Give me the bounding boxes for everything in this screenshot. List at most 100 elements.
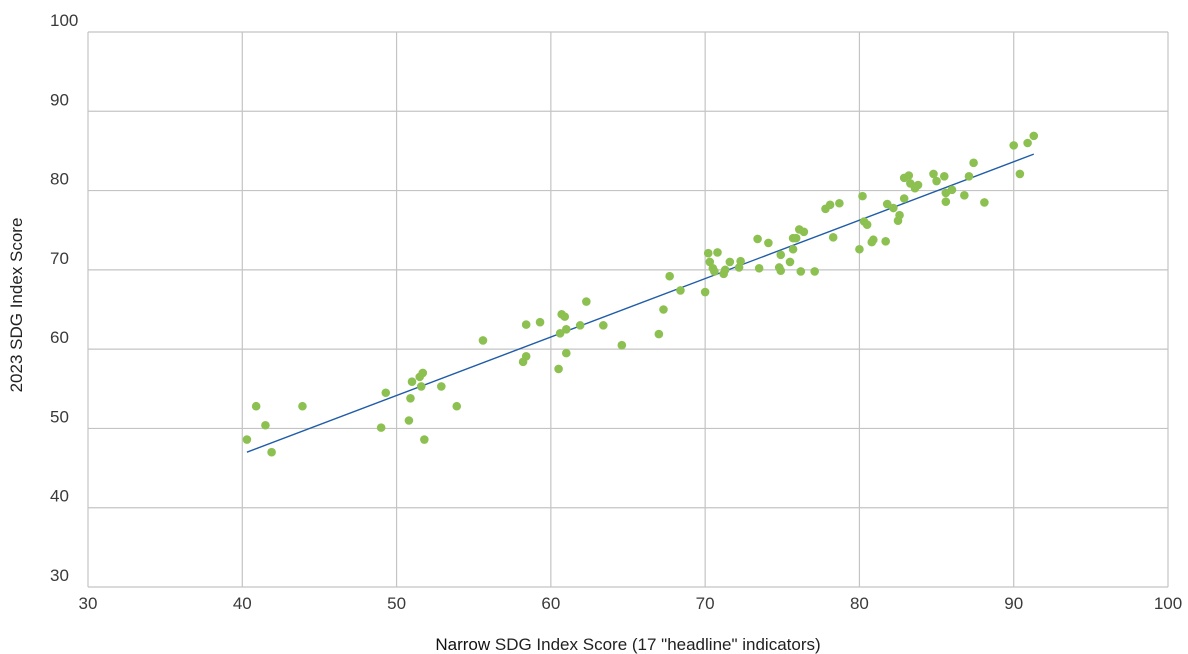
data-point-62 bbox=[825, 200, 835, 210]
x-tick-label-40: 40 bbox=[233, 594, 252, 613]
data-point-53 bbox=[785, 257, 795, 267]
data-point-22 bbox=[554, 364, 563, 374]
grid-lines bbox=[87, 31, 1169, 588]
data-point-23 bbox=[555, 328, 565, 338]
data-point-58 bbox=[796, 267, 806, 276]
data-point-2 bbox=[251, 401, 261, 411]
y-tick-label-100: 100 bbox=[50, 11, 78, 30]
data-points bbox=[242, 131, 1039, 457]
data-point-19 bbox=[521, 320, 531, 329]
data-point-94 bbox=[1023, 138, 1032, 148]
data-point-41 bbox=[713, 248, 722, 257]
data-point-65 bbox=[855, 244, 864, 254]
y-axis-title: 2023 SDG Index Score bbox=[7, 218, 26, 393]
data-point-26 bbox=[561, 348, 571, 358]
data-point-13 bbox=[416, 382, 426, 391]
x-tick-label-30: 30 bbox=[79, 594, 98, 613]
data-point-68 bbox=[862, 220, 872, 229]
data-point-34 bbox=[665, 271, 674, 281]
data-point-7 bbox=[381, 388, 391, 398]
data-point-63 bbox=[828, 233, 838, 242]
data-point-36 bbox=[700, 287, 710, 297]
data-point-17 bbox=[478, 336, 488, 345]
trendline bbox=[246, 153, 1035, 453]
data-point-70 bbox=[869, 235, 878, 245]
data-point-12 bbox=[418, 368, 428, 378]
x-tick-label-60: 60 bbox=[541, 594, 560, 613]
data-point-32 bbox=[654, 329, 664, 339]
data-point-92 bbox=[1009, 141, 1019, 150]
data-point-48 bbox=[754, 263, 764, 273]
data-point-27 bbox=[561, 325, 571, 334]
data-point-43 bbox=[720, 265, 730, 275]
data-point-72 bbox=[882, 199, 892, 209]
data-point-89 bbox=[964, 172, 974, 181]
data-point-15 bbox=[437, 382, 446, 391]
data-point-60 bbox=[810, 267, 819, 276]
y-tick-label-50: 50 bbox=[50, 407, 69, 426]
data-point-30 bbox=[599, 321, 608, 330]
data-point-3 bbox=[261, 420, 270, 430]
data-point-88 bbox=[960, 191, 969, 200]
x-axis-title-lead: Narrow bbox=[435, 635, 491, 654]
data-point-16 bbox=[452, 401, 462, 411]
y-tick-label-40: 40 bbox=[50, 487, 69, 506]
trendline-group bbox=[246, 153, 1035, 453]
data-point-35 bbox=[676, 286, 685, 295]
data-point-37 bbox=[703, 248, 713, 258]
data-point-82 bbox=[929, 169, 938, 179]
y-tick-label-90: 90 bbox=[50, 90, 69, 109]
data-point-66 bbox=[858, 191, 867, 201]
data-point-33 bbox=[659, 305, 668, 314]
data-point-29 bbox=[582, 297, 591, 306]
x-tick-label-90: 90 bbox=[1004, 594, 1023, 613]
data-point-87 bbox=[947, 185, 957, 195]
data-point-5 bbox=[298, 401, 307, 411]
data-point-49 bbox=[764, 238, 773, 248]
data-point-4 bbox=[267, 447, 276, 457]
data-point-31 bbox=[617, 340, 627, 350]
tick-labels: 30 40 50 60 70 80 90 100 30 40 50 60 70 80 90 100 bbox=[50, 11, 1182, 613]
data-point-73 bbox=[889, 203, 898, 213]
data-point-83 bbox=[932, 176, 941, 186]
data-point-84 bbox=[939, 172, 949, 181]
data-point-78 bbox=[904, 171, 914, 180]
x-axis-title: Narrow SDG Index Score (17 "headline" in… bbox=[435, 635, 820, 654]
data-point-21 bbox=[535, 317, 545, 327]
data-point-52 bbox=[776, 266, 786, 275]
data-point-85 bbox=[941, 197, 951, 206]
data-point-40 bbox=[710, 267, 719, 276]
data-point-9 bbox=[406, 394, 415, 403]
data-point-55 bbox=[788, 244, 798, 254]
data-point-75 bbox=[895, 210, 904, 220]
data-point-47 bbox=[753, 234, 762, 244]
data-point-64 bbox=[835, 198, 844, 208]
data-point-71 bbox=[881, 237, 890, 246]
data-point-20 bbox=[521, 351, 531, 361]
data-point-28 bbox=[575, 321, 585, 330]
x-tick-label-70: 70 bbox=[696, 594, 715, 613]
data-point-10 bbox=[407, 377, 417, 386]
y-tick-label-60: 60 bbox=[50, 328, 69, 347]
x-axis-title-rest: SDG Index Score (17 "headline" indicator… bbox=[490, 635, 821, 654]
x-tick-label-100: 100 bbox=[1154, 594, 1182, 613]
data-point-91 bbox=[980, 198, 989, 207]
data-point-56 bbox=[791, 233, 801, 243]
data-point-8 bbox=[404, 416, 414, 425]
data-point-6 bbox=[376, 423, 386, 432]
data-point-44 bbox=[725, 257, 735, 267]
data-point-93 bbox=[1015, 169, 1025, 179]
data-point-46 bbox=[736, 256, 745, 266]
y-tick-label-30: 30 bbox=[50, 566, 69, 585]
data-point-90 bbox=[969, 158, 978, 168]
y-tick-label-70: 70 bbox=[50, 249, 69, 268]
x-tick-label-80: 80 bbox=[850, 594, 869, 613]
data-point-25 bbox=[560, 312, 570, 321]
y-tick-label-80: 80 bbox=[50, 170, 69, 189]
data-point-51 bbox=[776, 250, 786, 260]
data-point-59 bbox=[799, 227, 809, 237]
data-point-14 bbox=[420, 435, 429, 444]
data-point-95 bbox=[1029, 131, 1039, 141]
data-point-76 bbox=[899, 194, 909, 203]
data-point-1 bbox=[242, 435, 252, 444]
